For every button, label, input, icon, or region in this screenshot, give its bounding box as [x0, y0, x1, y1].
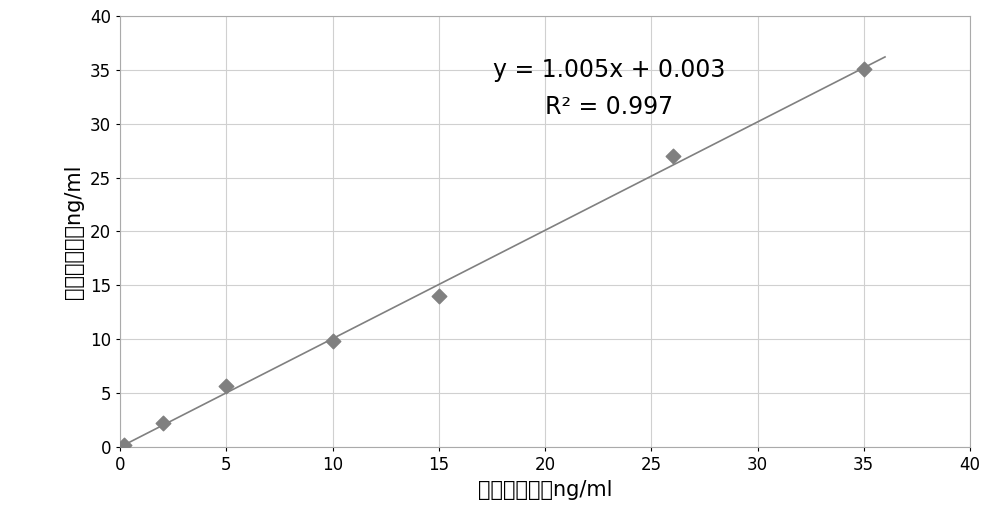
Point — [218, 381, 234, 390]
Point — [324, 337, 340, 346]
Text: R² = 0.997: R² = 0.997 — [545, 95, 673, 119]
Point — [856, 64, 872, 73]
Text: y = 1.005x + 0.003: y = 1.005x + 0.003 — [493, 58, 725, 82]
Y-axis label: 实际检测浓度ng/ml: 实际检测浓度ng/ml — [64, 164, 84, 299]
Point — [431, 292, 447, 300]
X-axis label: 理论稀释浓度ng/ml: 理论稀释浓度ng/ml — [478, 480, 612, 500]
Point — [116, 441, 132, 449]
Point — [664, 152, 680, 160]
Point — [154, 419, 170, 428]
